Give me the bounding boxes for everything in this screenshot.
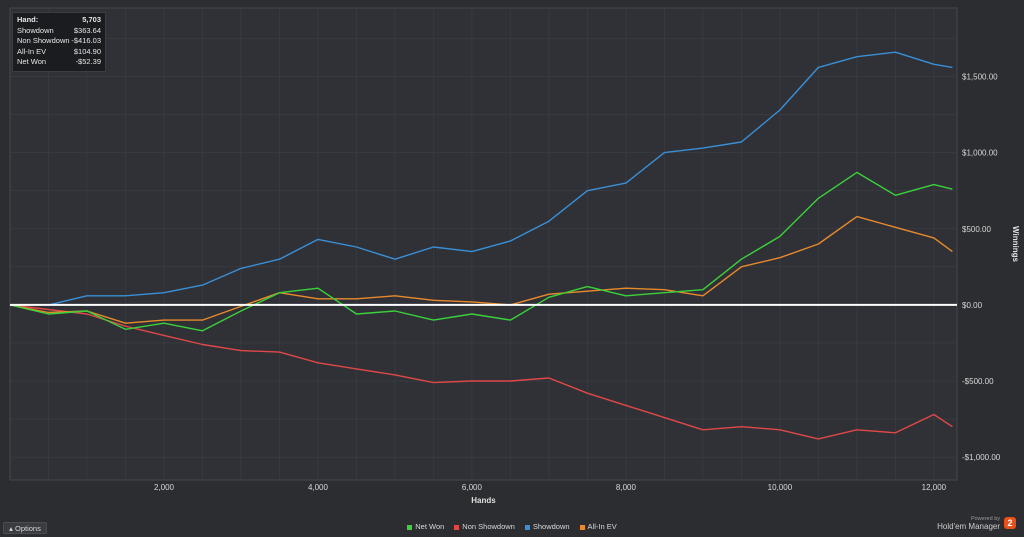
showdown-line <box>10 51 953 306</box>
legend-item-non-showdown[interactable]: Non Showdown <box>454 522 515 532</box>
summary-row-non-showdown: Non Showdown -$416.03 <box>17 36 101 47</box>
y-tick-label: -$1,000.00 <box>962 453 1001 462</box>
summary-row-net-won: Net Won -$52.39 <box>17 57 101 68</box>
summary-value: 5,703 <box>82 15 101 24</box>
x-tick-label: 8,000 <box>616 483 637 492</box>
summary-value: $363.64 <box>73 25 101 35</box>
legend-swatch <box>454 524 460 530</box>
x-tick-label: 4,000 <box>308 483 329 492</box>
non-showdown-line <box>9 304 953 440</box>
summary-panel: Hand: 5,703 Showdown $363.64 Non Showdow… <box>12 12 106 72</box>
brand-powered-by: Powered by <box>970 516 1000 522</box>
y-tick-label: $0.00 <box>962 301 983 310</box>
x-tick-label: 6,000 <box>462 483 483 492</box>
summary-value: -$416.03 <box>71 36 101 45</box>
chart-legend: Net Won Non Showdown Showdown All-In EV <box>0 522 1024 532</box>
legend-label: All-In EV <box>587 522 617 531</box>
y-tick-label: $500.00 <box>962 225 991 234</box>
summary-label: All-In EV <box>17 46 47 56</box>
legend-swatch <box>407 524 413 530</box>
net-won-line <box>9 171 953 332</box>
legend-item-net-won[interactable]: Net Won <box>407 522 444 532</box>
x-tick-label: 2,000 <box>154 483 175 492</box>
summary-label: Net Won <box>17 57 47 66</box>
legend-label: Non Showdown <box>462 522 515 531</box>
summary-row-hand: Hand: 5,703 <box>17 15 101 26</box>
summary-row-showdown: Showdown $363.64 <box>17 26 101 37</box>
options-button[interactable]: ▴ Options <box>3 522 47 534</box>
hm2-logo-icon: 2 <box>1004 517 1016 529</box>
all-in-ev-line <box>9 215 953 324</box>
legend-swatch <box>579 524 585 530</box>
y-tick-label: $1,500.00 <box>962 73 998 82</box>
triangle-up-icon: ▴ <box>9 524 13 533</box>
y-tick-label: -$500.00 <box>962 377 994 386</box>
x-tick-label: 12,000 <box>922 483 947 492</box>
summary-label: Hand: <box>17 15 39 24</box>
y-tick-label: $1,000.00 <box>962 149 998 158</box>
plot-area <box>9 7 958 481</box>
brand: Powered by Hold'em Manager 2 <box>937 515 1016 531</box>
summary-label: Non Showdown <box>17 36 70 45</box>
summary-row-all-in-ev: All-In EV $104.90 <box>17 47 101 58</box>
x-tick-label: 10,000 <box>768 483 793 492</box>
options-label: Options <box>15 524 41 533</box>
summary-label: Showdown <box>17 25 54 35</box>
legend-swatch <box>524 524 530 530</box>
summary-value: $104.90 <box>73 46 101 56</box>
legend-item-all-in-ev[interactable]: All-In EV <box>579 522 617 532</box>
brand-name: Hold'em Manager <box>937 522 1000 531</box>
legend-item-showdown[interactable]: Showdown <box>524 522 570 532</box>
y-axis-label: Winnings <box>1011 226 1020 262</box>
summary-value: -$52.39 <box>75 57 101 66</box>
legend-label: Net Won <box>415 522 445 531</box>
x-axis-label: Hands <box>471 496 496 505</box>
legend-label: Showdown <box>532 522 570 531</box>
